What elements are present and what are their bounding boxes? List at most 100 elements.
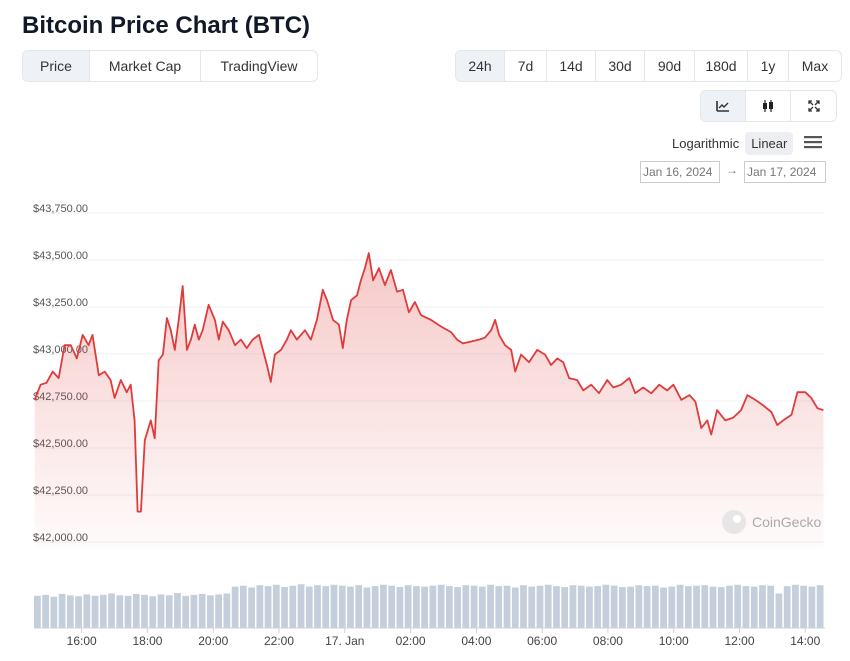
- date-to[interactable]: Jan 17, 2024: [744, 161, 826, 183]
- volume-bar: [437, 584, 445, 628]
- volume-bar: [445, 586, 453, 628]
- x-tick-label: 08:00: [593, 634, 623, 648]
- volume-bar: [808, 586, 816, 628]
- volume-bar: [272, 584, 280, 628]
- volume-bar: [717, 587, 725, 628]
- volume-bar: [388, 585, 396, 628]
- y-tick-label: $43,750.00: [33, 203, 88, 215]
- volume-bar: [454, 587, 461, 628]
- range-button[interactable]: Max: [801, 58, 829, 74]
- volume-bar: [775, 593, 783, 628]
- volume-bar: [569, 585, 577, 628]
- volume-bar: [371, 586, 379, 628]
- volume-bar: [99, 594, 107, 628]
- tab-button[interactable]: Price: [23, 51, 90, 81]
- x-tick-label: 06:00: [527, 634, 557, 648]
- volume-bar: [561, 587, 569, 628]
- volume-bar: [586, 586, 593, 628]
- range-button[interactable]: 1y: [748, 51, 789, 81]
- price-area: [34, 253, 824, 548]
- volume-bar: [462, 585, 470, 628]
- volume-bar: [305, 586, 313, 628]
- range-button[interactable]: 180d: [695, 51, 748, 81]
- chart-style-buttons: [700, 90, 837, 122]
- range-button[interactable]: 30d: [596, 51, 645, 81]
- volume-bar: [223, 593, 231, 628]
- range-button[interactable]: 14d: [547, 51, 596, 81]
- x-tick-label: 16:00: [67, 634, 97, 648]
- volume-bar: [338, 585, 346, 628]
- x-tick-label: 17. Jan: [325, 634, 364, 648]
- volume-bar: [34, 595, 41, 628]
- volume-bar: [50, 596, 58, 628]
- volume-bar: [520, 585, 527, 628]
- menu-icon[interactable]: [804, 136, 824, 150]
- volume-bar: [165, 595, 173, 628]
- volume-bar: [726, 585, 733, 628]
- page-title: Bitcoin Price Chart (BTC): [22, 12, 311, 39]
- volume-bar: [660, 587, 667, 628]
- volume-bar: [215, 594, 223, 628]
- volume-bar: [528, 586, 536, 628]
- volume-bar: [83, 594, 91, 628]
- volume-bar: [750, 586, 758, 628]
- volume-bar: [742, 586, 750, 628]
- fullscreen-button[interactable]: [791, 91, 836, 121]
- volume-bar: [783, 586, 791, 628]
- volume-bar: [124, 595, 132, 628]
- volume-bar: [709, 586, 717, 628]
- volume-bar: [264, 586, 272, 628]
- line-chart-button[interactable]: [701, 91, 746, 121]
- x-tick-label: 18:00: [132, 634, 162, 648]
- volume-bar: [207, 595, 214, 628]
- volume-bar: [470, 585, 478, 628]
- x-tick-label: 04:00: [461, 634, 491, 648]
- watermark-text: CoinGecko: [752, 514, 821, 530]
- volume-bar: [289, 585, 297, 628]
- volume-bar: [256, 585, 264, 628]
- scale-option[interactable]: Logarithmic: [672, 136, 740, 151]
- x-tick-label: 02:00: [396, 634, 426, 648]
- volume-bar: [58, 593, 66, 628]
- volume-bar: [182, 595, 190, 628]
- volume-bar: [487, 584, 494, 628]
- volume-bar: [676, 584, 684, 628]
- volume-bar: [610, 585, 618, 628]
- volume-bar: [141, 594, 148, 628]
- volume-bar: [42, 594, 49, 628]
- volume-bar: [380, 584, 387, 628]
- volume-bar: [577, 585, 585, 628]
- candlestick-button[interactable]: [746, 91, 791, 121]
- volume-bar: [239, 585, 247, 628]
- volume-bar: [363, 587, 371, 628]
- volume-bar: [281, 587, 288, 628]
- volume-bar: [511, 587, 519, 628]
- range-button[interactable]: 7d: [505, 51, 547, 81]
- range-button[interactable]: 24h: [456, 51, 505, 81]
- tab-button[interactable]: Market Cap: [90, 51, 201, 81]
- range-button[interactable]: 90d: [645, 51, 695, 81]
- volume-bar: [132, 593, 140, 628]
- x-tick-label: 12:00: [724, 634, 754, 648]
- candle-icon: [763, 100, 773, 112]
- date-from[interactable]: Jan 16, 2024: [640, 161, 720, 183]
- volume-bar: [413, 586, 420, 628]
- volume-bar: [627, 586, 634, 628]
- tab-button[interactable]: TradingView: [220, 58, 298, 74]
- volume-bar: [66, 595, 74, 628]
- volume-bar: [816, 585, 824, 628]
- volume-bar: [734, 584, 742, 628]
- chart-tabs: Price Market Cap TradingView: [22, 50, 318, 82]
- volume-bar: [495, 586, 503, 628]
- volume-bar: [248, 587, 255, 628]
- volume-bar: [478, 586, 486, 628]
- x-tick-label: 14:00: [790, 634, 820, 648]
- x-tick-label: 22:00: [264, 634, 294, 648]
- volume-bar: [116, 595, 124, 628]
- volume-bar: [668, 586, 676, 628]
- volume-bar: [297, 584, 305, 628]
- volume-bar: [503, 585, 511, 628]
- scale-option[interactable]: Linear: [745, 132, 794, 155]
- volume-bar: [553, 586, 560, 628]
